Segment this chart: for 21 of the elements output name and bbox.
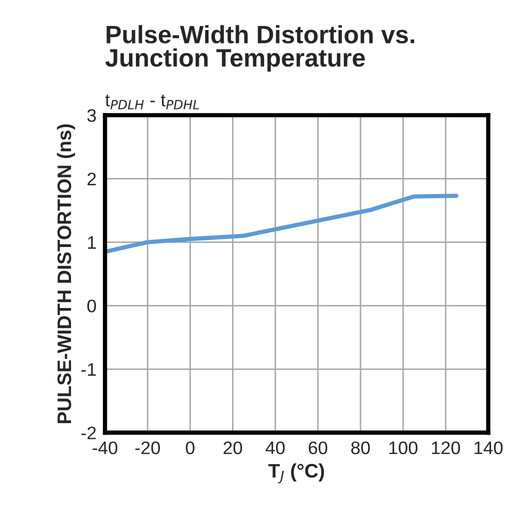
chart-title: Pulse-Width Distortion vs. Junction Temperature bbox=[105, 25, 414, 72]
y-tick-label: 1 bbox=[88, 236, 96, 249]
y-tick-label: 0 bbox=[87, 300, 96, 312]
y-tick-label: -2 bbox=[81, 426, 96, 440]
y-tick-label: -1 bbox=[81, 363, 96, 376]
y-axis-title: PULSE-WIDTH DISTORTION (ns) bbox=[56, 124, 76, 424]
x-tick-label: -40 bbox=[92, 441, 118, 454]
x-axis-title: T$_{J}$ (°C) bbox=[268, 463, 324, 484]
x-tick-label: 60 bbox=[308, 441, 328, 454]
x-tick-label: 80 bbox=[351, 441, 370, 454]
x-tick-label: 0 bbox=[186, 441, 194, 454]
x-tick-label: 140 bbox=[474, 441, 503, 454]
x-tick-label: 100 bbox=[389, 441, 418, 454]
x-tick-label: -20 bbox=[135, 441, 160, 454]
x-tick-label: 20 bbox=[224, 441, 242, 454]
y-tick-label: 3 bbox=[87, 109, 96, 122]
chart-subtitle: t$_{PDLH}$ - t$_{PDHL}$ bbox=[105, 94, 199, 110]
x-tick-label: 40 bbox=[266, 441, 285, 454]
x-tick-label: 120 bbox=[432, 441, 460, 454]
line-series bbox=[105, 194, 458, 254]
y-tick-label: 2 bbox=[88, 172, 96, 186]
